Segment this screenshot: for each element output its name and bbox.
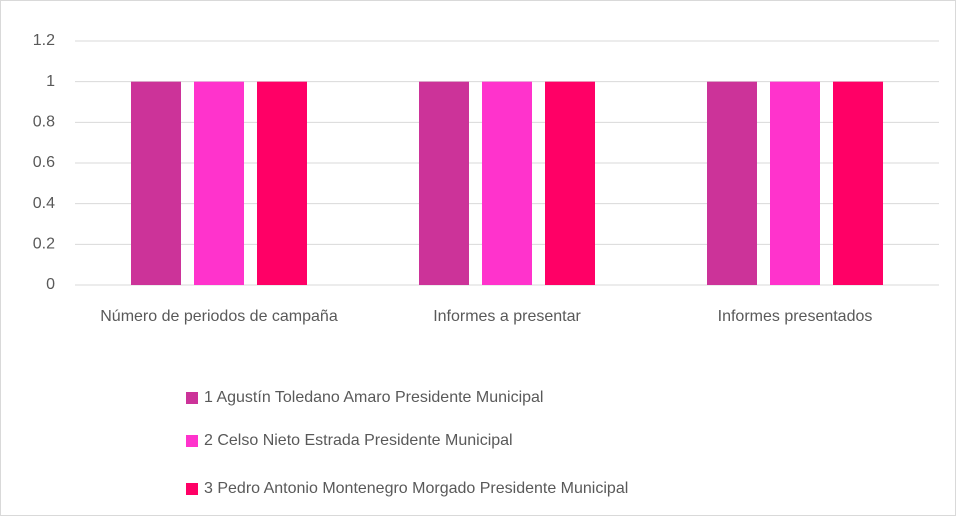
bar [482, 81, 532, 286]
x-tick-label: Informes presentados [718, 308, 873, 325]
bar [257, 81, 307, 286]
y-tick-label: 0 [46, 276, 55, 293]
bar [833, 81, 883, 286]
legend-label: 1 Agustín Toledano Amaro Presidente Muni… [204, 389, 543, 406]
bar [194, 81, 244, 286]
y-tick-label: 1.2 [33, 32, 55, 49]
y-tick-label: 1 [46, 73, 55, 90]
y-tick-label: 0.8 [33, 114, 55, 131]
bar [131, 81, 181, 286]
legend-swatch [186, 392, 198, 404]
legend-swatch [186, 483, 198, 495]
bar [770, 81, 820, 286]
bar [707, 81, 757, 286]
legend-label: 3 Pedro Antonio Montenegro Morgado Presi… [204, 480, 628, 497]
bar [545, 81, 595, 286]
x-tick-label: Número de periodos de campaña [100, 308, 338, 325]
x-tick-label: Informes a presentar [433, 308, 581, 325]
bar [419, 81, 469, 286]
y-tick-label: 0.4 [33, 195, 55, 212]
legend-label: 2 Celso Nieto Estrada Presidente Municip… [204, 432, 513, 449]
legend-swatch [186, 435, 198, 447]
y-tick-label: 0.6 [33, 154, 55, 171]
y-tick-label: 0.2 [33, 236, 55, 253]
